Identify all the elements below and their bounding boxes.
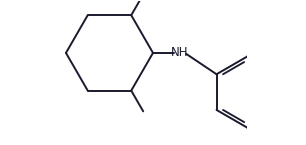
Text: NH: NH bbox=[171, 46, 189, 59]
